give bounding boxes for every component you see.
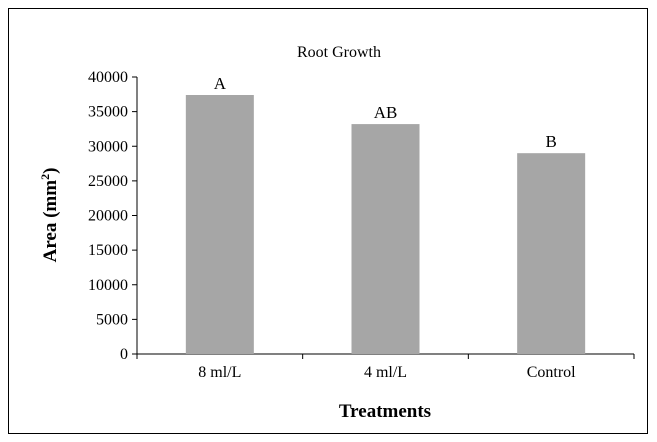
y-axis-label: Area (mm2): [38, 168, 61, 263]
y-tick-label: 35000: [88, 104, 128, 121]
bar-data-label: A: [214, 74, 227, 93]
y-axis-label-close: ): [40, 168, 61, 174]
y-axis: 0 5000 10000 15000 20000 25000 30000 35000 40000: [88, 69, 138, 363]
y-tick-label: 10000: [88, 277, 128, 294]
y-tick-label: 15000: [88, 242, 128, 259]
x-axis: 8 ml/L 4 ml/L Control: [136, 353, 635, 381]
x-tick-label: Control: [527, 364, 576, 381]
x-tick-label: 4 ml/L: [364, 364, 407, 381]
x-axis-label: Treatments: [339, 401, 431, 422]
y-tick-label: 5000: [96, 311, 128, 328]
y-tick-label: 20000: [88, 208, 128, 225]
y-tick-label: 40000: [88, 69, 128, 86]
bar: [185, 95, 254, 354]
bar-data-label: AB: [374, 103, 398, 122]
y-tick-label: 25000: [88, 173, 128, 190]
bar: [517, 153, 586, 354]
bars: A AB B: [185, 74, 586, 354]
y-tick-label: 0: [120, 346, 128, 363]
y-tick-label: 30000: [88, 138, 128, 155]
x-tick-label: 8 ml/L: [198, 364, 241, 381]
y-axis-label-sup: 2: [38, 174, 52, 180]
bar: [351, 124, 420, 354]
y-axis-label-main: Area (mm: [40, 180, 61, 263]
bar-data-label: B: [545, 132, 556, 151]
chart-title: Root Growth: [297, 44, 381, 61]
